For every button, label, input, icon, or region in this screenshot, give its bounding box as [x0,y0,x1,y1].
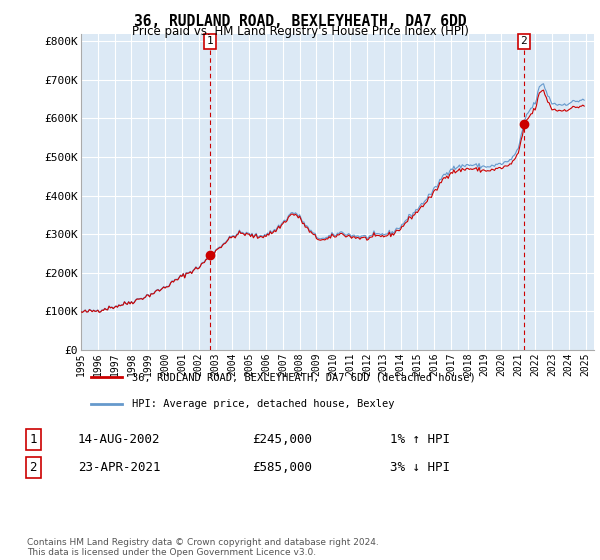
Text: 1: 1 [29,433,37,446]
Text: 36, RUDLAND ROAD, BEXLEYHEATH, DA7 6DD: 36, RUDLAND ROAD, BEXLEYHEATH, DA7 6DD [134,14,466,29]
Text: 2: 2 [29,461,37,474]
Text: HPI: Average price, detached house, Bexley: HPI: Average price, detached house, Bexl… [133,399,395,409]
Text: 2: 2 [521,36,527,46]
Text: 23-APR-2021: 23-APR-2021 [78,461,161,474]
Text: 3% ↓ HPI: 3% ↓ HPI [390,461,450,474]
Text: Price paid vs. HM Land Registry's House Price Index (HPI): Price paid vs. HM Land Registry's House … [131,25,469,38]
Text: 1: 1 [206,36,214,46]
Text: 1% ↑ HPI: 1% ↑ HPI [390,433,450,446]
Text: £245,000: £245,000 [252,433,312,446]
Text: 14-AUG-2002: 14-AUG-2002 [78,433,161,446]
Text: £585,000: £585,000 [252,461,312,474]
Text: 36, RUDLAND ROAD, BEXLEYHEATH, DA7 6DD (detached house): 36, RUDLAND ROAD, BEXLEYHEATH, DA7 6DD (… [133,372,476,382]
Text: Contains HM Land Registry data © Crown copyright and database right 2024.
This d: Contains HM Land Registry data © Crown c… [27,538,379,557]
